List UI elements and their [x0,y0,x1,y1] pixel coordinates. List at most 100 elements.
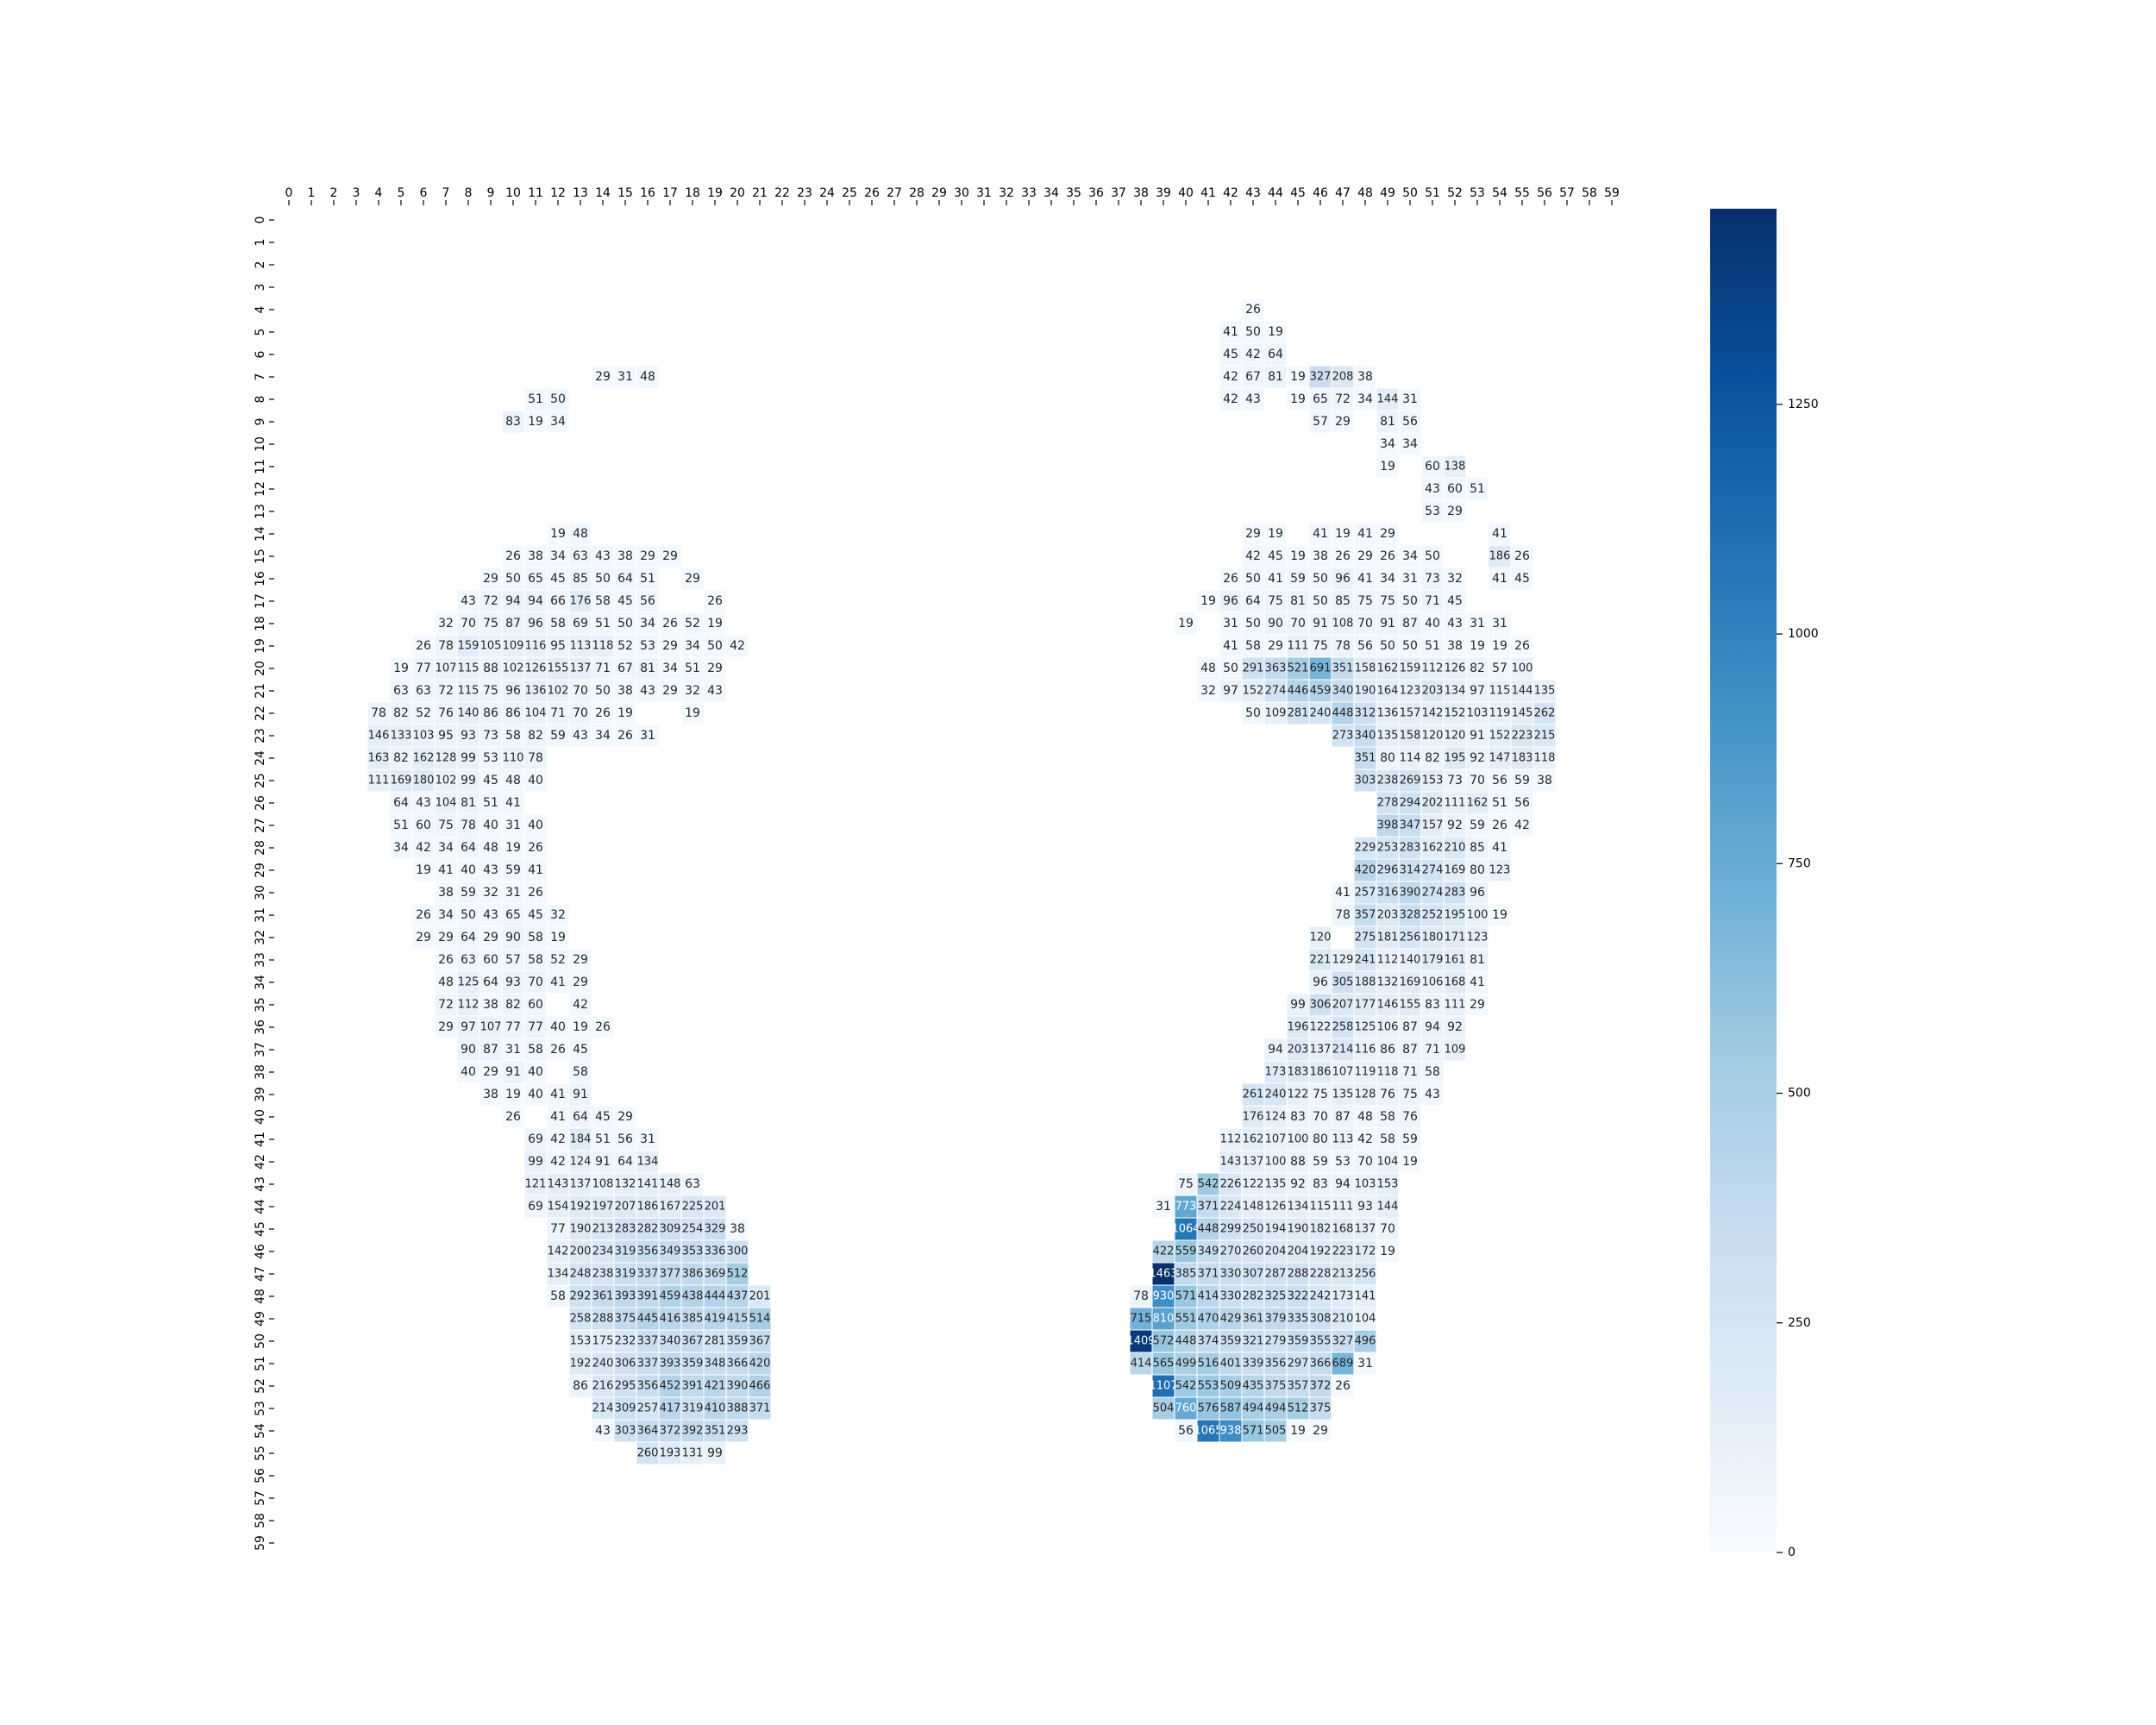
cell-value-label: 512 [1288,1402,1309,1415]
cell-value-label: 180 [413,775,435,787]
x-tick-label: 37 [1111,186,1126,200]
cell-value-label: 306 [1310,999,1332,1012]
heatmap-cell [1241,1082,1265,1107]
heatmap-cell [1151,1396,1175,1421]
cell-value-label: 85 [1335,594,1351,608]
heatmap-cell [1263,1150,1288,1174]
heatmap-cell [1420,791,1445,815]
cell-value-label: 19 [1492,908,1507,922]
cell-value-label: 393 [615,1290,636,1303]
cell-value-label: 312 [1355,707,1376,720]
cell-value-label: 930 [1153,1290,1175,1303]
heatmap-cell [523,1060,548,1084]
cell-value-label: 52 [617,639,633,653]
cell-value-label: 34 [1357,392,1373,406]
cell-value-label: 153 [1422,775,1444,787]
heatmap-cell [1286,1105,1310,1129]
cell-value-label: 94 [505,594,521,608]
heatmap-cell [434,612,458,636]
heatmap-cell [1263,1172,1288,1196]
cell-value-label: 181 [1377,932,1399,944]
cell-value-label: 1409 [1126,1335,1155,1348]
cell-value-label: 31 [505,819,521,832]
heatmap-cell [1488,522,1512,546]
heatmap-cell [1488,701,1512,725]
heatmap-cell [658,1352,682,1376]
cell-value-label: 281 [705,1335,726,1348]
cell-value-label: 38 [617,549,633,563]
cell-value-label: 41 [1492,527,1507,541]
cell-value-label: 19 [1492,639,1507,653]
cell-value-label: 34 [662,662,678,675]
cell-value-label: 31 [640,1132,655,1146]
cell-value-label: 123 [1400,685,1421,698]
cell-value-label: 183 [1512,752,1533,765]
cell-value-label: 250 [1243,1223,1264,1236]
heatmap-cell [1420,858,1445,882]
cell-value-label: 72 [1335,392,1351,406]
heatmap-cell [1353,858,1377,882]
cell-value-label: 111 [368,775,390,787]
cell-value-label: 938 [1220,1425,1242,1438]
cell-value-label: 420 [749,1358,771,1371]
cell-value-label: 96 [1470,886,1485,900]
x-tick-label: 51 [1425,186,1440,200]
cell-value-label: 40 [528,819,543,832]
y-tick-label: 38 [254,1064,267,1080]
x-tick-label: 49 [1380,186,1395,200]
heatmap-cell [1263,1396,1288,1421]
cell-value-label: 50 [595,572,611,586]
heatmap-cell [725,1239,749,1264]
cell-value-label: 142 [1422,707,1444,720]
cell-value-label: 300 [727,1245,749,1258]
x-tick-label: 45 [1290,186,1306,200]
cell-value-label: 38 [1313,549,1328,563]
cell-value-label: 107 [1265,1133,1287,1146]
heatmap-cell [1398,1038,1422,1062]
cell-value-label: 203 [1377,909,1399,922]
cell-value-label: 50 [1313,594,1328,608]
cell-value-label: 195 [1445,909,1466,922]
cell-value-label: 207 [615,1201,636,1214]
cell-value-label: 188 [1355,976,1376,989]
cell-value-label: 715 [1131,1313,1152,1326]
heatmap-cell [1376,948,1400,972]
cell-value-label: 109 [1265,707,1287,720]
cell-value-label: 29 [1447,505,1463,518]
heatmap-cell [1219,634,1243,658]
heatmap-cell [1420,589,1445,613]
heatmap-cell [680,1329,705,1353]
cell-value-label: 72 [438,684,454,698]
cell-value-label: 132 [615,1178,636,1191]
x-tick-label: 55 [1514,186,1530,200]
cell-value-label: 281 [1288,707,1309,720]
cell-value-label: 226 [1220,1178,1242,1191]
heatmap-cell [1174,612,1198,636]
cell-value-label: 316 [1377,887,1399,900]
cell-value-label: 19 [1402,1155,1418,1169]
cell-value-label: 80 [1380,751,1395,765]
cell-value-label: 204 [1288,1245,1309,1258]
cell-value-label: 71 [1425,1043,1440,1057]
heatmap-cell [1376,881,1400,905]
cell-value-label: 50 [617,617,633,630]
cell-value-label: 48 [483,841,498,855]
heatmap-cell [546,1038,570,1062]
cell-value-label: 100 [1467,909,1489,922]
x-tick-label: 28 [909,186,924,200]
cell-value-label: 366 [727,1358,749,1371]
heatmap-cell [434,791,458,815]
cell-value-label: 192 [570,1358,592,1371]
cell-value-label: 241 [1355,954,1376,967]
cell-value-label: 375 [1310,1402,1332,1415]
cell-value-label: 19 [393,662,409,675]
heatmap-cell [1465,791,1489,815]
heatmap-cell [1219,567,1243,591]
heatmap-cell [636,365,660,389]
cell-value-label: 445 [637,1313,659,1326]
heatmap-cell [1174,1396,1198,1421]
heatmap-cell [1443,858,1467,882]
cell-value-label: 19 [550,931,566,944]
cell-value-label: 176 [570,595,592,608]
heatmap-cell [725,1352,749,1376]
